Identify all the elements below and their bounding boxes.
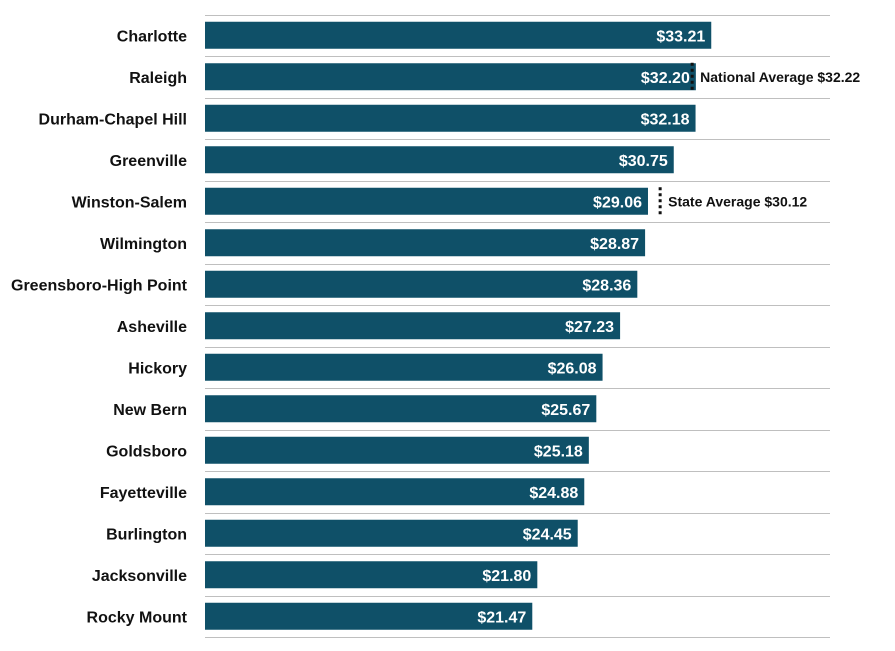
value-label: $28.87 xyxy=(590,236,639,253)
reference-line-label: State Average $30.12 xyxy=(668,193,807,209)
bar xyxy=(205,104,696,132)
bar xyxy=(205,561,538,589)
category-label: Rocky Mount xyxy=(87,609,188,626)
category-label: Greensboro-High Point xyxy=(11,277,188,294)
category-label: Fayetteville xyxy=(100,485,187,502)
bar xyxy=(205,270,638,298)
bar xyxy=(205,229,646,257)
value-labels: $33.21 $32.20 $32.18 $30.75 $29.06 $28.87 $28.… xyxy=(477,28,705,626)
category-label: Hickory xyxy=(128,360,187,377)
reference-lines: National Average $32.22 State Average $30… xyxy=(658,62,860,216)
category-label: Goldsboro xyxy=(106,443,187,460)
bar xyxy=(205,519,578,547)
category-label: Wilmington xyxy=(100,236,187,253)
value-label: $24.45 xyxy=(523,526,572,543)
category-label: Durham-Chapel Hill xyxy=(39,111,187,128)
gridlines xyxy=(205,15,830,638)
category-label: Raleigh xyxy=(129,70,187,87)
category-label: Charlotte xyxy=(117,28,187,45)
value-label: $33.21 xyxy=(656,28,705,45)
value-label: $21.47 xyxy=(477,609,526,626)
bar xyxy=(205,21,712,49)
value-label: $32.18 xyxy=(641,111,690,128)
value-label: $25.18 xyxy=(534,443,583,460)
value-label: $21.80 xyxy=(482,568,531,585)
value-label: $27.23 xyxy=(565,319,614,336)
value-label: $32.20 xyxy=(641,70,690,87)
category-label: New Bern xyxy=(113,402,187,419)
bars xyxy=(205,21,712,630)
value-label: $25.67 xyxy=(541,402,590,419)
bar xyxy=(205,395,597,423)
bar xyxy=(205,187,648,215)
bar xyxy=(205,63,696,91)
bar xyxy=(205,353,603,381)
bar xyxy=(205,146,674,174)
bar xyxy=(205,436,589,464)
category-label: Winston-Salem xyxy=(72,194,187,211)
value-label: $30.75 xyxy=(619,153,668,170)
value-label: $26.08 xyxy=(548,360,597,377)
category-label: Asheville xyxy=(117,319,187,336)
value-label: $24.88 xyxy=(529,485,578,502)
bar xyxy=(205,312,621,340)
category-label: Burlington xyxy=(106,526,187,543)
category-label: Jacksonville xyxy=(92,568,187,585)
category-labels: Charlotte Raleigh Durham-Chapel Hill Greenv… xyxy=(11,28,188,626)
value-label: $29.06 xyxy=(593,194,642,211)
reference-line-label: National Average $32.22 xyxy=(700,69,860,85)
category-label: Greenville xyxy=(110,153,187,170)
bar xyxy=(205,478,585,506)
value-label: $28.36 xyxy=(582,277,631,294)
bar xyxy=(205,602,533,630)
